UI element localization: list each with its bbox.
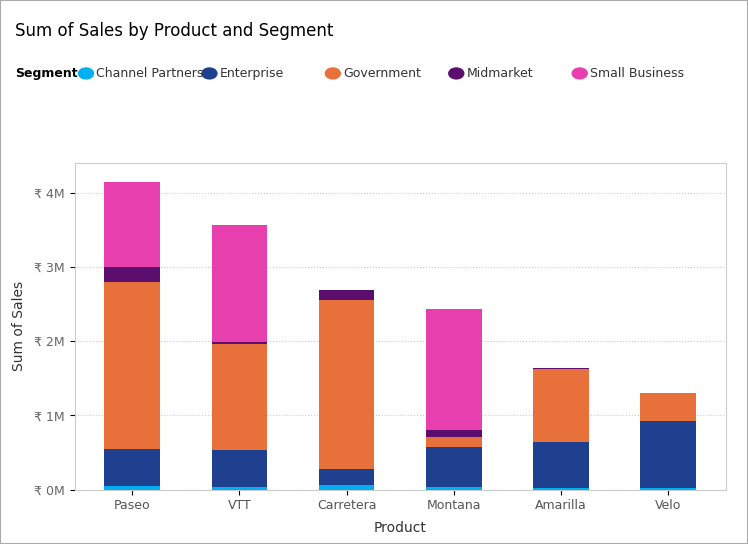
Bar [426,437,482,447]
Bar [426,487,482,490]
Bar [212,344,267,450]
Bar [319,469,375,485]
Bar [533,442,589,488]
Bar [533,368,589,369]
Bar [212,342,267,344]
Text: Sum of Sales by Product and Segment: Sum of Sales by Product and Segment [15,22,334,40]
Bar [212,225,267,342]
Text: Midmarket: Midmarket [467,67,533,80]
Bar [212,450,267,487]
Bar [640,393,696,422]
X-axis label: Product: Product [374,521,426,535]
Text: Small Business: Small Business [590,67,684,80]
Text: Enterprise: Enterprise [220,67,284,80]
Bar [319,300,375,469]
Bar [319,485,375,490]
Bar [640,422,696,488]
Y-axis label: Sum of Sales: Sum of Sales [12,281,26,372]
Bar [212,487,267,490]
Text: Channel Partners: Channel Partners [96,67,204,80]
Bar [533,488,589,490]
Bar [533,369,589,442]
Bar [105,182,160,267]
Text: Segment: Segment [15,67,78,80]
Bar [426,447,482,487]
Text: Government: Government [343,67,421,80]
Bar [105,267,160,282]
Bar [640,488,696,490]
Bar [105,486,160,490]
Bar [105,282,160,449]
Bar [426,308,482,430]
Bar [426,430,482,437]
Bar [319,290,375,300]
Bar [105,449,160,486]
